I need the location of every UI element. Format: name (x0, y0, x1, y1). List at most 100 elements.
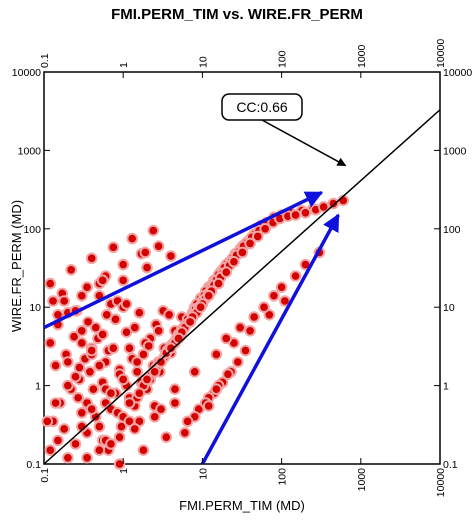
data-point (52, 434, 64, 447)
data-point-dot (139, 350, 148, 359)
data-point (137, 444, 150, 456)
y-tick-label: 100 (23, 224, 41, 236)
data-point-dot (77, 327, 86, 335)
data-point (72, 391, 84, 404)
data-point (120, 298, 133, 310)
data-point (85, 344, 98, 357)
data-point-dot (236, 323, 244, 332)
data-point-dot (125, 417, 134, 426)
data-point (58, 295, 71, 307)
data-point (105, 438, 117, 450)
data-point-dot (230, 339, 238, 347)
data-point-dot (77, 339, 86, 347)
data-point-dot (51, 361, 60, 370)
data-point-dot (119, 375, 127, 384)
data-point (152, 325, 165, 337)
data-point (188, 365, 201, 378)
data-point (169, 383, 181, 395)
data-point-dot (71, 372, 80, 381)
data-point-dot (246, 239, 254, 248)
data-point-dot (135, 389, 144, 397)
data-point-dot (43, 417, 52, 426)
x-tick-label: 10000 (435, 468, 447, 497)
x-tick-label: 1 (118, 468, 130, 474)
data-point (259, 223, 271, 235)
data-point-dot (111, 315, 120, 324)
x-tick-label: 1000 (356, 468, 368, 492)
data-point-dot (125, 399, 134, 407)
data-point (327, 197, 340, 210)
data-point (165, 250, 177, 262)
data-point-dot (71, 440, 80, 448)
data-point-dot (234, 358, 242, 366)
data-point (239, 344, 252, 357)
data-point (62, 451, 74, 464)
x-tick-label-top: 0.1 (39, 53, 51, 68)
data-point-dot (241, 346, 250, 355)
x-axis-label: FMI.PERM_TIM (MD) (179, 498, 305, 513)
data-point-dot (224, 370, 232, 378)
data-point (47, 295, 59, 307)
data-point (141, 261, 153, 274)
data-point (131, 365, 143, 378)
data-point-dot (119, 276, 127, 285)
data-point (133, 306, 146, 319)
data-point (107, 241, 120, 254)
data-point (194, 301, 207, 314)
data-point (81, 451, 93, 464)
data-point (244, 325, 256, 337)
data-point (139, 246, 152, 259)
data-point-dot (122, 328, 131, 336)
data-point-dot (222, 334, 231, 343)
data-point-dot (150, 412, 159, 421)
data-point (44, 444, 57, 456)
data-point-dot (107, 440, 115, 448)
data-point-dot (319, 203, 328, 211)
data-point (299, 206, 312, 219)
data-point-dot (154, 327, 163, 335)
data-point-dot (174, 334, 183, 343)
data-point-dot (277, 283, 286, 291)
data-point (133, 387, 146, 399)
data-point-dot (75, 363, 84, 372)
data-point-dot (54, 310, 62, 319)
data-point-dot (102, 310, 111, 319)
data-point (258, 301, 270, 314)
data-point (93, 359, 106, 372)
data-point-dot (190, 367, 199, 376)
x-tick-label-top: 100 (277, 50, 289, 68)
data-point-dot (135, 417, 144, 426)
data-point (128, 423, 141, 435)
x-tick-label-top: 1000 (356, 44, 368, 68)
data-point (232, 356, 244, 368)
y-tick-label-right: 1000 (443, 145, 467, 157)
data-point-dot (253, 232, 262, 241)
data-point-dot (54, 436, 62, 445)
data-point-dot (49, 297, 57, 305)
data-point (87, 383, 100, 395)
data-point (152, 240, 165, 252)
data-point (123, 342, 136, 354)
data-point (75, 337, 88, 349)
data-point (289, 270, 302, 282)
data-point (81, 281, 93, 293)
y-tick-label: 10000 (12, 67, 41, 79)
data-point-dot (167, 252, 175, 260)
plot-frame (43, 71, 441, 465)
lower-envelope-arrow (200, 213, 340, 465)
data-point-dot (284, 212, 292, 220)
data-point-dot (265, 310, 274, 319)
data-point-dot (64, 381, 72, 390)
data-point (69, 370, 82, 383)
data-point (160, 431, 173, 443)
data-point (268, 289, 280, 302)
data-point (141, 373, 153, 386)
data-point (85, 252, 98, 265)
data-point (131, 356, 143, 368)
data-point-dot (276, 214, 284, 223)
data-point (169, 397, 181, 409)
data-point (93, 444, 106, 456)
data-point (222, 368, 234, 380)
data-point-dot (291, 211, 300, 219)
